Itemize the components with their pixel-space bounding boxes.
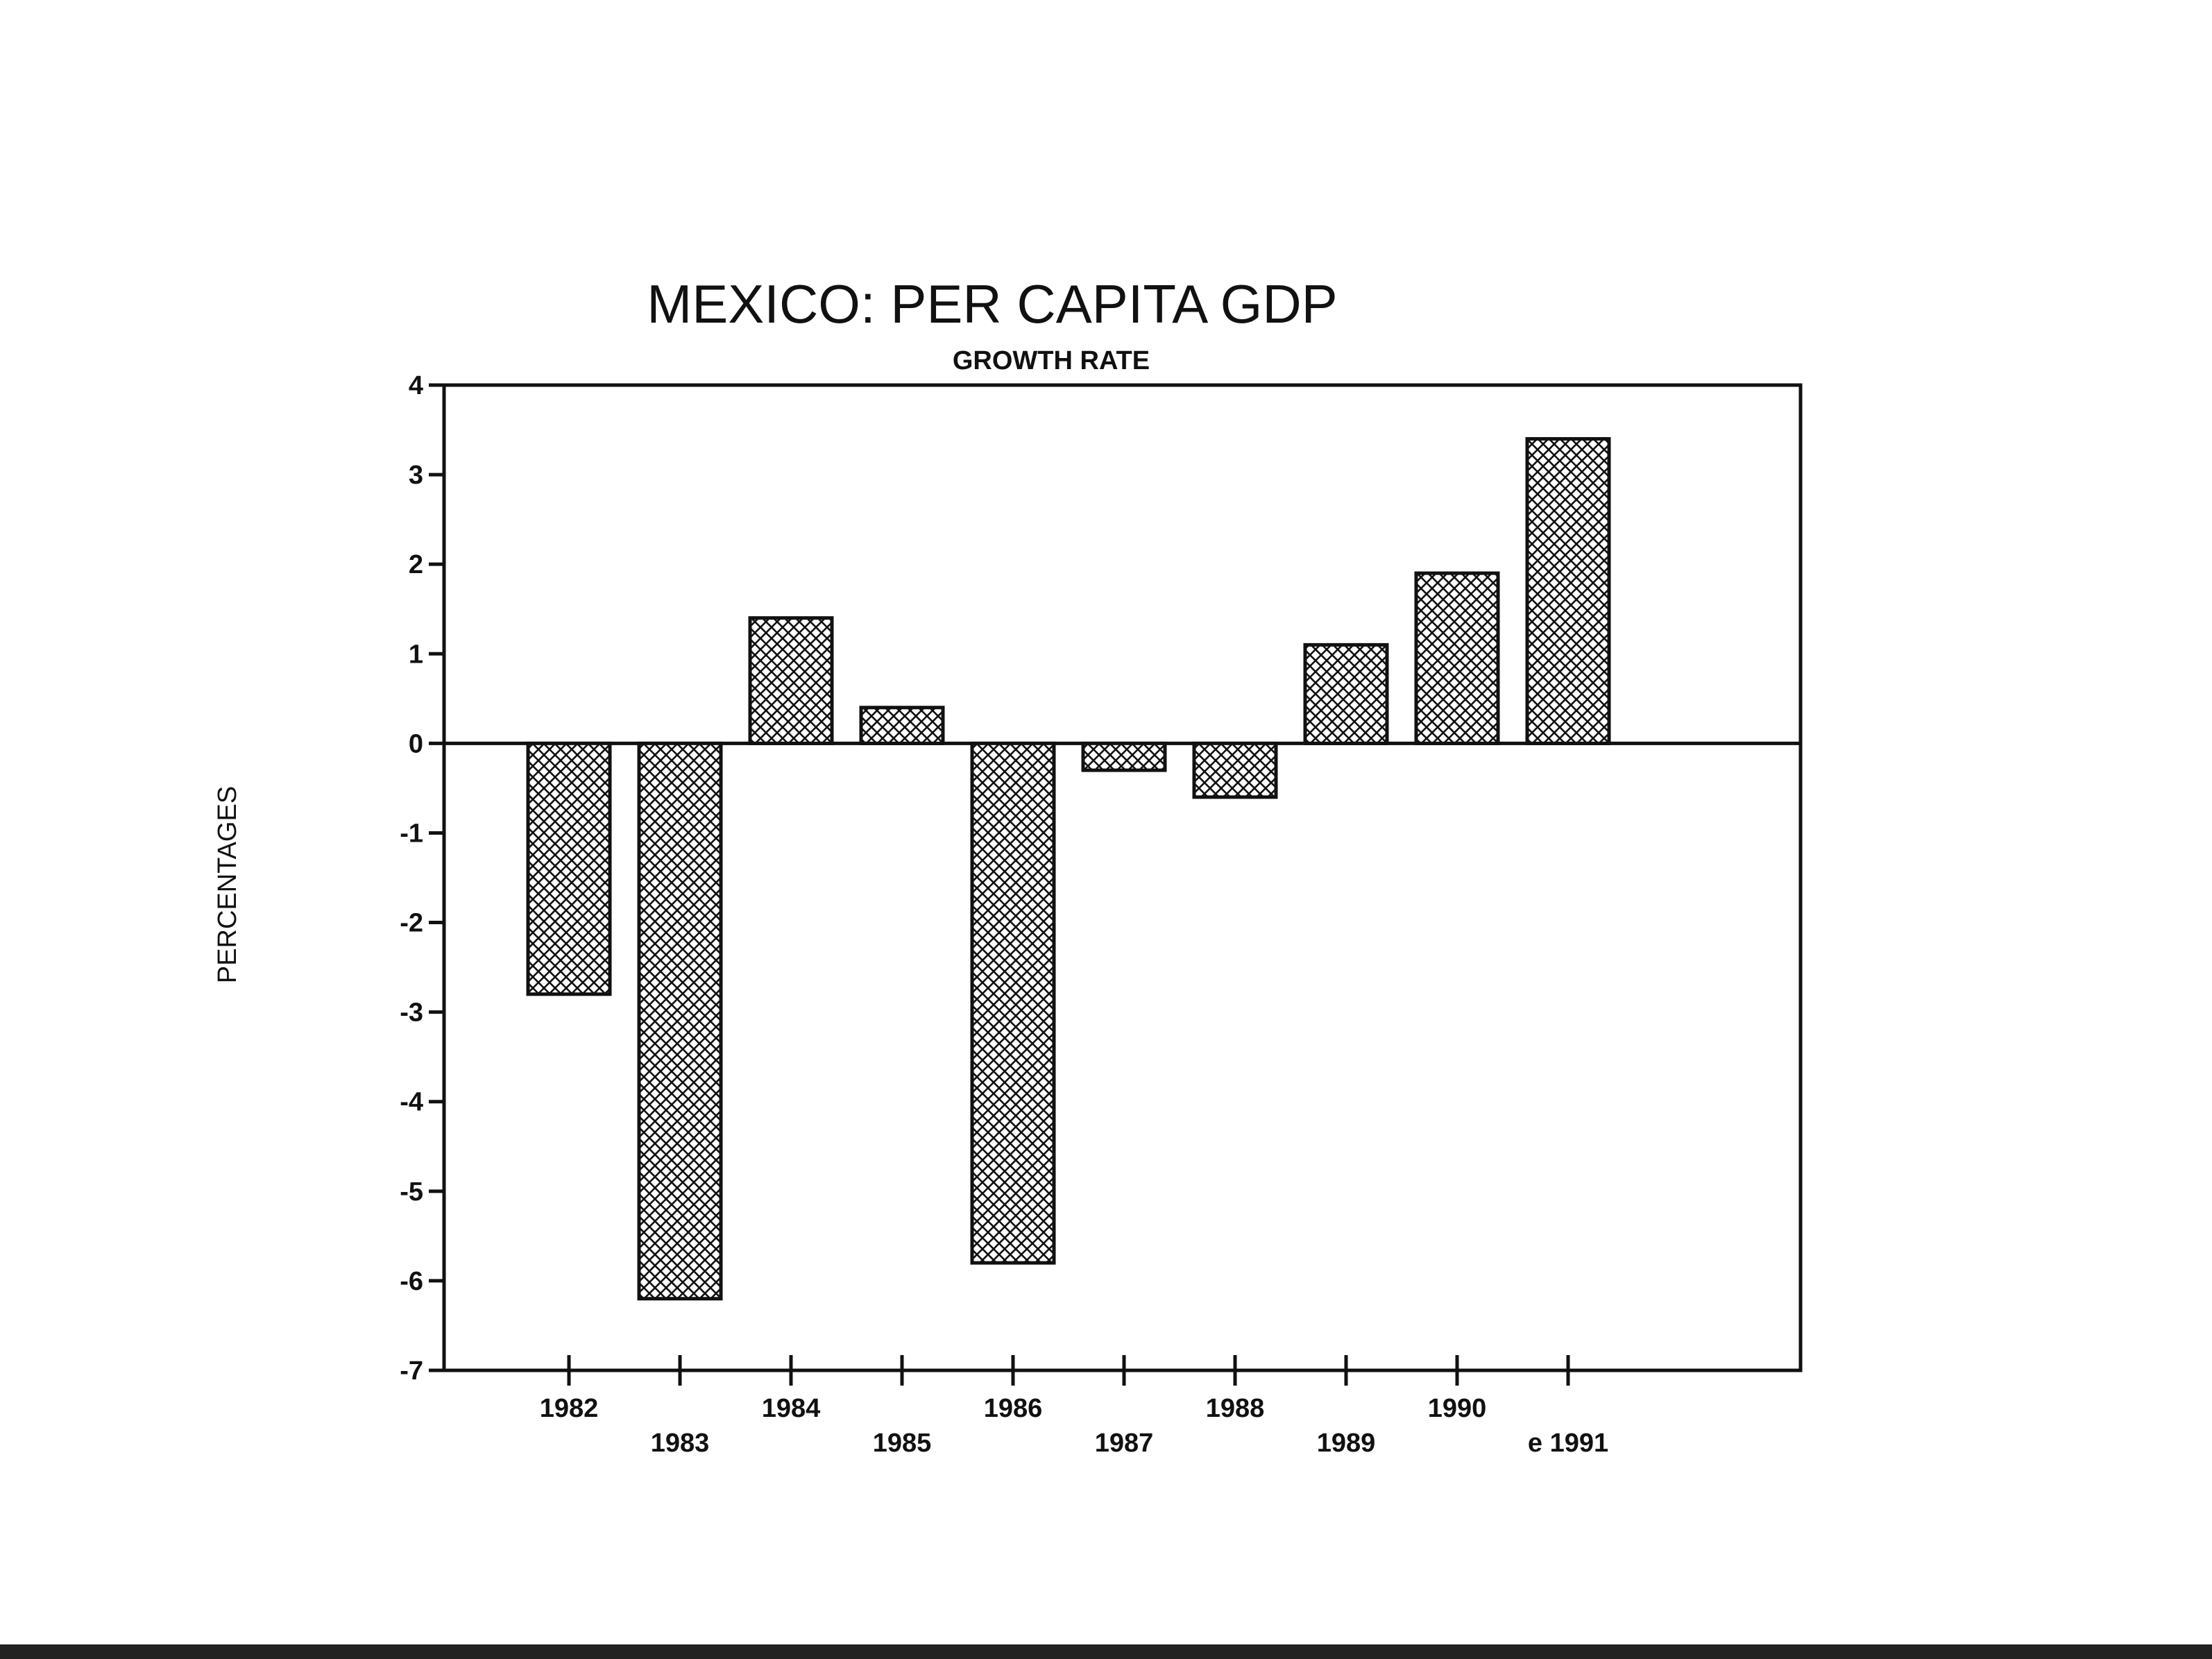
y-tick-label: -3 <box>400 998 423 1028</box>
x-tick-label: e 1991 <box>1528 1429 1608 1458</box>
bar-1984 <box>748 616 834 745</box>
x-tick-label: 1988 <box>1206 1394 1265 1423</box>
y-axis-label: PERCENTAGES <box>213 786 242 983</box>
bottom-rule <box>0 1644 2212 1659</box>
x-tick-label: 1990 <box>1428 1394 1487 1423</box>
bar-1988 <box>1192 741 1278 799</box>
x-tick-label: 1989 <box>1317 1429 1376 1458</box>
bar-1983 <box>637 741 723 1301</box>
x-tick-label: 1984 <box>762 1394 821 1423</box>
y-tick-label: 1 <box>409 640 423 669</box>
x-axis-ticks: 1982 1983 1984 1985 1986 1987 1988 1989 1990 e 19… <box>540 1355 1608 1458</box>
y-tick-label: -1 <box>400 819 423 848</box>
bar-1990 <box>1414 571 1500 745</box>
chart-title: MEXICO: PER CAPITA GDP <box>647 273 1337 334</box>
y-tick-label: -4 <box>400 1088 423 1117</box>
bars <box>526 436 1611 1301</box>
y-tick-label: -5 <box>400 1177 423 1207</box>
bar-1982 <box>526 741 612 996</box>
y-tick-label: 3 <box>409 461 423 490</box>
bar-1986 <box>970 741 1056 1265</box>
y-tick-label: -2 <box>400 909 423 938</box>
bar-1987 <box>1081 741 1167 772</box>
y-tick-label: 4 <box>409 371 423 400</box>
y-tick-label: 2 <box>409 550 423 579</box>
x-tick-label: 1987 <box>1095 1429 1154 1458</box>
bar-e-1991 <box>1525 436 1611 745</box>
x-tick-label: 1983 <box>651 1429 710 1458</box>
y-tick-label: 0 <box>409 729 423 758</box>
bar-1989 <box>1303 643 1389 745</box>
chart-subtitle: GROWTH RATE <box>953 346 1150 375</box>
x-tick-label: 1986 <box>984 1394 1043 1423</box>
bar-1985 <box>859 706 945 745</box>
y-tick-label: -7 <box>400 1356 423 1386</box>
y-axis-ticks: 4 3 2 1 0 -1 -2 -3 -4 -5 -6 -7 <box>400 371 444 1386</box>
y-tick-label: -6 <box>400 1267 423 1296</box>
x-tick-label: 1982 <box>540 1394 599 1423</box>
x-tick-label: 1985 <box>873 1429 932 1458</box>
